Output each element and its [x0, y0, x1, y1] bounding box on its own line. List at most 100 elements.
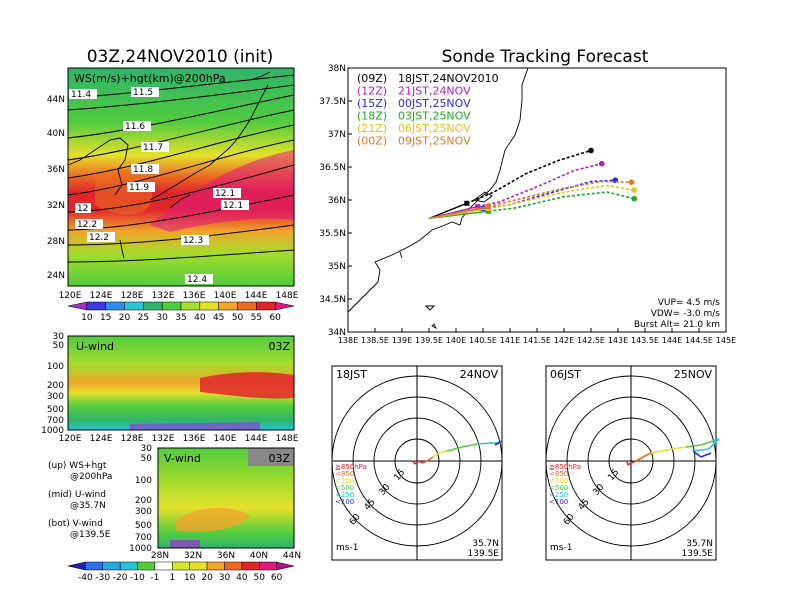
- contour-label-box: [87, 232, 115, 242]
- hodograph-trace: [422, 460, 428, 464]
- ws-colorbar-swatch: [161, 301, 182, 311]
- panel-note-title: (up) WS+hgt: [48, 461, 107, 471]
- ws-colorbar-swatch: [67, 301, 88, 311]
- u-wind-min: [130, 422, 260, 430]
- ws-colorbar-tick: 25: [138, 313, 149, 323]
- wind-colorbar-tick: 60: [271, 573, 283, 583]
- ws-colorbar-swatch: [218, 301, 238, 311]
- ws-colorbar-tick: 40: [194, 313, 206, 323]
- contour-label-box: [181, 235, 209, 245]
- u-pressure-tick: 50: [53, 341, 65, 351]
- ws-map-frame: [67, 67, 295, 287]
- u-wind-frame: [67, 335, 295, 431]
- u-pressure-tick: 500: [47, 405, 64, 415]
- ws-colorbar: 10 15 20 25 30 35 40 45 50 55 60: [67, 301, 295, 323]
- ws-colorbar-tick: 35: [175, 313, 186, 323]
- map-lon-tick: 120E: [59, 291, 82, 301]
- wind-colorbar-swatch: [67, 561, 86, 571]
- track-descent-line: [488, 191, 635, 213]
- u-pressure-tick: 200: [47, 381, 64, 391]
- track-lat-tick: 36N: [328, 196, 346, 206]
- track-lat-tick: 34N: [328, 328, 346, 338]
- contour-label-box: [141, 142, 169, 152]
- map-lon-tick: 140E: [214, 291, 237, 301]
- hodograph-trace: [426, 456, 434, 462]
- wind-colorbar-swatch: [102, 561, 121, 571]
- v-pressure-tick: 1000: [129, 544, 152, 554]
- v-pressure-tick: 500: [135, 521, 152, 531]
- hodograph-trace: [494, 440, 502, 446]
- ws-colorbar-swatch: [274, 301, 295, 311]
- hodograph-trace: [627, 462, 632, 466]
- track-lat-tick: 35.5N: [319, 229, 346, 239]
- hodograph-trace: [700, 452, 712, 458]
- v-wind-max: [175, 508, 250, 532]
- u-wind-time: 03Z: [268, 340, 290, 353]
- v-lat-tick: 28N: [151, 551, 169, 561]
- track-lat-tick: 37.5N: [319, 97, 346, 107]
- hodograph-unit: ms-1: [336, 543, 358, 553]
- u-pressure-tick: 300: [47, 392, 64, 402]
- track-lat-tick: 36.5N: [319, 163, 346, 173]
- panel-note-sub: @139.5E: [70, 530, 111, 540]
- contour-label-box: [221, 200, 249, 210]
- wind-colorbar-swatch: [172, 561, 190, 571]
- track-ascent-line: [428, 205, 489, 220]
- contour-label-box: [185, 274, 213, 284]
- hodograph-right: 15304560≧850hPa<850<700<500<250<10006JST…: [545, 365, 720, 561]
- v-pressure-tick: 30: [141, 444, 153, 454]
- hodograph-trace: [446, 446, 463, 452]
- track-lat-tick: 35N: [328, 262, 346, 272]
- panel-note-sub: @35.7N: [70, 501, 106, 511]
- track-burst-marker: [464, 200, 470, 206]
- track-legend-zulu: (12Z): [357, 85, 387, 98]
- wind-colorbar-swatch: [119, 561, 138, 571]
- hodograph-trace: [708, 438, 720, 450]
- wind-colorbar-tick: 30: [219, 573, 231, 583]
- hodograph-pressure-legend: ≧850hPa: [335, 463, 367, 471]
- hodograph-trace: [414, 460, 420, 465]
- track-lon-tick: 144E: [662, 336, 682, 345]
- hodograph-time: 18JST: [336, 368, 367, 381]
- map-lon-ticks: 120E 124E 128E 132E 136E 140E 144E 148E: [59, 291, 299, 301]
- u-lon-tick: 124E: [90, 434, 113, 444]
- track-lon-tick: 140E: [446, 336, 466, 345]
- track-descent-line: [482, 179, 616, 210]
- wind-colorbar-tick: -1: [150, 573, 159, 583]
- hodograph-time: 06JST: [550, 368, 581, 381]
- map-lat-tick: 24N: [47, 271, 65, 281]
- ws-colorbar-tick: 20: [119, 313, 131, 323]
- ws-colorbar-swatch: [124, 301, 144, 311]
- track-lon-tick: 143.5E: [631, 336, 659, 345]
- track-lon-tick: 138E: [338, 336, 358, 345]
- v-lat-tick: 32N: [184, 551, 202, 561]
- right-title: Sonde Tracking Forecast: [442, 47, 649, 67]
- contour-label: 11.9: [129, 183, 149, 193]
- hodograph-pressure-legend: <250: [549, 491, 568, 499]
- v-wind-time: 03Z: [268, 452, 290, 465]
- hodograph-pressure-legend: <700: [549, 477, 568, 485]
- track-legend-time: 06JST,25NOV: [398, 122, 471, 135]
- u-pressure-tick: 100: [47, 362, 64, 372]
- v-pressure-tick: 700: [135, 533, 152, 543]
- ws-map-label: WS(m/s)+hgt(km)@200hPa: [74, 72, 226, 85]
- contour-label-box: [75, 219, 103, 229]
- track-legend: (09Z) 18JST,24NOV2010 (12Z) 21JST,24NOV (15Z…: [357, 72, 499, 148]
- hodograph-trace: [418, 460, 424, 464]
- track-coastline: [347, 67, 529, 330]
- ws-colorbar-swatch: [199, 301, 219, 311]
- track-landing-point: [599, 160, 605, 167]
- left-title: 03Z,24NOV2010 (init): [87, 47, 274, 67]
- u-lon-tick: 148E: [276, 434, 299, 444]
- ws-colorbar-swatch: [86, 301, 106, 311]
- map-lon-tick: 144E: [245, 291, 268, 301]
- hodograph-date: 24NOV: [460, 368, 499, 381]
- contour-label: 11.8: [133, 165, 153, 175]
- map-lon-tick: 132E: [152, 291, 175, 301]
- u-pressure-tick: 700: [47, 416, 64, 426]
- ws-colorbar-tick: 55: [251, 313, 262, 323]
- hodograph-lon: 139.5E: [468, 549, 500, 559]
- coastlines: [67, 71, 271, 259]
